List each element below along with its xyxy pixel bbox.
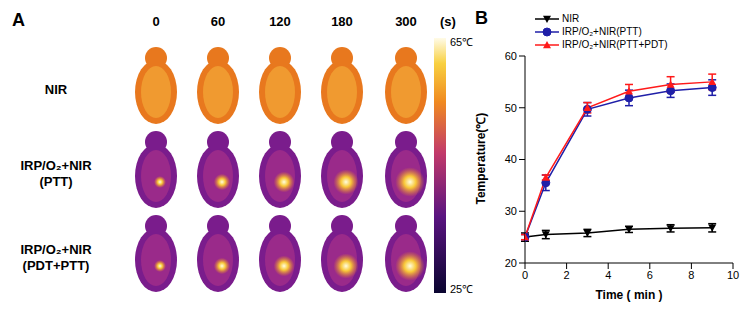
svg-text:0: 0 [522, 269, 528, 281]
svg-text:Time ( min ): Time ( min ) [595, 288, 662, 302]
svg-text:20: 20 [505, 257, 517, 269]
svg-text:300: 300 [395, 14, 417, 29]
html-text:IRP/O₂+NIR(PTT+PDT): IRP/O₂+NIR(PTT+PDT) [562, 39, 668, 50]
svg-text:60: 60 [211, 14, 225, 29]
svg-text:10: 10 [727, 269, 739, 281]
svg-text:4: 4 [605, 269, 611, 281]
svg-text:25℃: 25℃ [450, 283, 473, 295]
svg-text:NIR: NIR [45, 82, 68, 97]
svg-text:(s): (s) [440, 14, 456, 29]
html-text:B: B [475, 8, 488, 28]
svg-text:30: 30 [505, 205, 517, 217]
svg-text:IRP/O₂+NIR(PTT): IRP/O₂+NIR(PTT) [20, 158, 92, 189]
svg-text:8: 8 [688, 269, 694, 281]
svg-text:120: 120 [269, 14, 291, 29]
svg-text:65℃: 65℃ [450, 36, 473, 48]
svg-text:Temperature(℃): Temperature(℃) [474, 113, 488, 205]
html-text:NIR: NIR [562, 13, 580, 24]
svg-text:2: 2 [564, 269, 570, 281]
html-text:IRP/O₂+NIR(PTT): IRP/O₂+NIR(PTT) [562, 26, 642, 37]
svg-text:IRP/O₂+NIR(PDT+PTT): IRP/O₂+NIR(PDT+PTT) [20, 242, 92, 273]
svg-text:40: 40 [505, 153, 517, 165]
svg-text:0: 0 [152, 14, 159, 29]
svg-text:50: 50 [505, 102, 517, 114]
svg-text:180: 180 [331, 14, 353, 29]
svg-text:A: A [12, 10, 25, 30]
svg-text:6: 6 [647, 269, 653, 281]
svg-text:60: 60 [505, 50, 517, 62]
